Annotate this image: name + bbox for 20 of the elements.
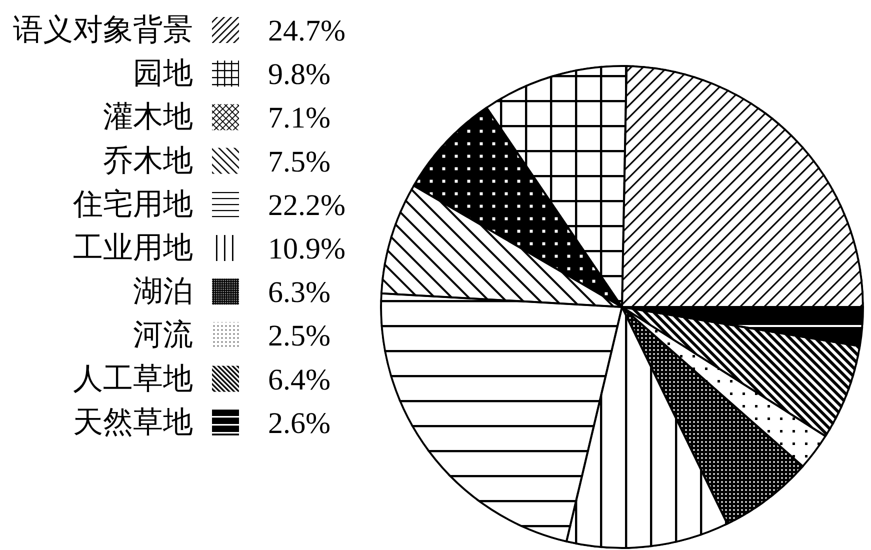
data-label: 6.4% (268, 363, 330, 396)
legend-label: 工业用地 (73, 232, 193, 264)
legend-label: 灌木地 (103, 100, 193, 134)
data-label: 9.8% (268, 58, 330, 92)
legend-label: 园地 (133, 57, 193, 90)
data-label: 7.1% (268, 102, 330, 135)
legend-label: 人工草地 (73, 362, 193, 396)
legend-label: 语义对象背景 (13, 14, 193, 46)
legend-label: 乔木地 (103, 144, 193, 178)
legend-label: 湖泊 (133, 275, 193, 308)
legend-label: 河流 (133, 318, 193, 352)
data-label: 24.7% (268, 14, 346, 48)
data-label: 6.3% (268, 276, 330, 310)
legend-label: 天然草地 (73, 406, 193, 439)
data-label: 22.2% (268, 188, 346, 222)
data-label: 10.9% (268, 232, 346, 266)
legend-label: 住宅用地 (72, 188, 193, 221)
data-label: 7.5% (268, 145, 330, 178)
data-label: 2.5% (268, 320, 330, 353)
data-label: 2.6% (268, 406, 330, 440)
